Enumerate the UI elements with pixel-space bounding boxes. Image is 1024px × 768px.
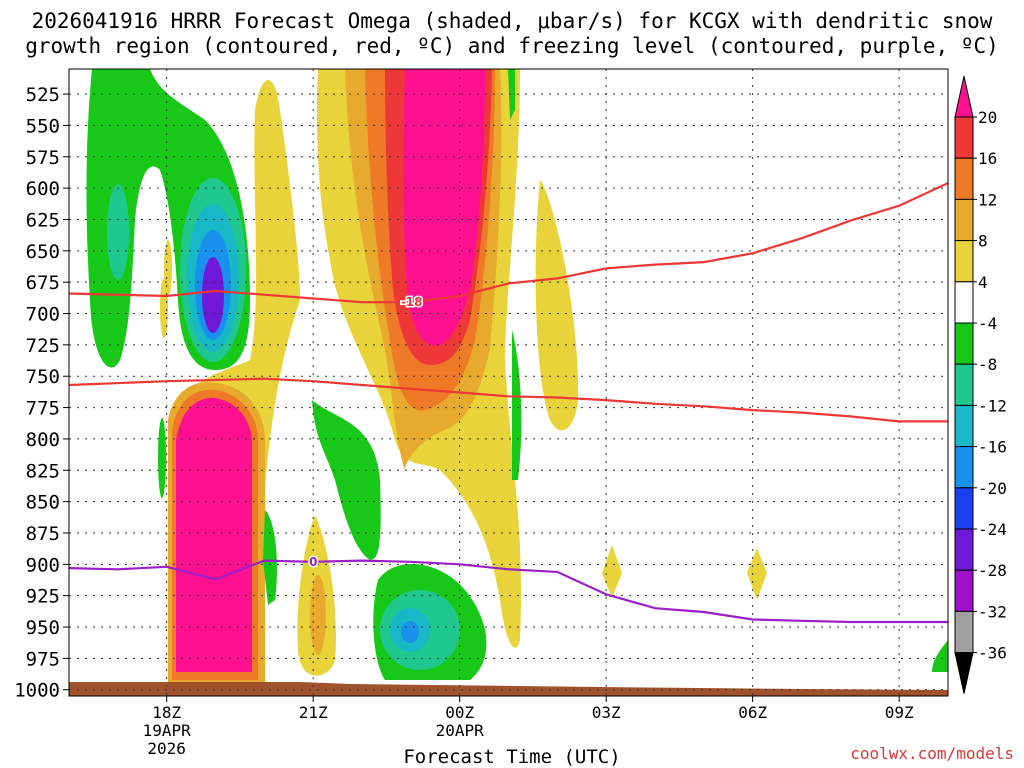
colorbar-label: 8 [978,232,988,251]
y-tick-label: 600 [26,178,60,200]
colorbar-cell [954,363,974,406]
omega-shade-region [310,575,326,655]
y-tick-label: 1000 [14,680,60,702]
y-tick-label: 850 [26,492,60,514]
y-tick-label: 525 [26,84,60,106]
colorbar-label: -16 [978,438,1007,457]
colorbar-cell [954,487,974,530]
omega-shade-region [202,257,224,333]
colorbar-label: -24 [978,520,1007,539]
colorbar-bottom-arrow [954,652,974,694]
colorbar-label: -32 [978,602,1007,621]
x-tick-label: 21Z [299,703,328,722]
omega-shade-region [602,545,622,598]
x-tick-sublabel: 2026 [147,739,186,758]
ground-surface [69,682,948,696]
x-tick-sublabel: 19APR [143,721,192,740]
colorbar-label: 4 [978,273,988,292]
colorbar-cell [954,281,974,324]
x-tick-label: 18Z [152,703,181,722]
colorbar-label: -28 [978,561,1007,580]
colorbar-label: -20 [978,479,1007,498]
colorbar-cell [954,528,974,571]
y-tick-label: 800 [26,429,60,451]
colorbar-cell [954,322,974,365]
y-tick-label: 875 [26,523,60,545]
colorbar-cell [954,116,974,159]
grid-lines [69,69,948,696]
omega-shade-region [535,180,579,431]
contour-label: -18 [401,295,423,309]
colorbar-top-arrow [954,75,974,118]
credit-text: coolwx.com/models [850,744,1014,763]
x-tick-label: 03Z [592,703,621,722]
temperature-contours: -18 0 [69,182,948,624]
colorbar-cell [954,240,974,283]
y-tick-label: 750 [26,366,60,388]
chart-title-line-1: 2026041916 HRRR Forecast Omega (shaded, … [31,9,993,33]
colorbar-cell [954,157,974,200]
x-tick-label: 00Z [445,703,474,722]
colorbar-cell [954,404,974,448]
omega-shade-region [176,397,252,672]
y-tick-label: 825 [26,460,60,482]
omega-shade-region [403,69,485,346]
y-tick-label: 575 [26,147,60,169]
colorbar: 20 16 12 8 4 -4 -8 -12 -16 -20 -24 -28 -32 -36 [954,75,1007,694]
colorbar-cell [954,610,974,654]
y-tick-label: 625 [26,209,60,231]
colorbar-label: -36 [978,644,1007,663]
x-axis-title: Forecast Time (UTC) [403,746,621,768]
x-tick-label: 06Z [738,703,767,722]
plot-frame [68,68,949,697]
y-tick-label: 700 [26,304,60,326]
colorbar-label: -4 [978,314,997,333]
omega-shading [69,69,948,696]
contour-0 [69,559,948,624]
colorbar-label: 20 [978,108,997,127]
omega-shade-region [158,418,166,498]
colorbar-cell [954,198,974,242]
pressure-axis: 525 550 575 600 625 650 675 700 725 750 775 800 825 8… [14,84,69,702]
contour-label: 0 [309,555,317,569]
omega-shade-region [508,69,515,120]
omega-shade-region [512,330,522,480]
omega-shade-region [160,278,168,338]
x-tick-sublabel: 20APR [436,721,485,740]
omega-shade-region [401,621,419,643]
colorbar-cell [954,446,974,489]
chart-title-line-2: growth region (contoured, red, ºC) and f… [25,34,999,58]
y-tick-label: 975 [26,648,60,670]
colorbar-cell [954,569,974,612]
y-tick-label: 950 [26,617,60,639]
y-tick-label: 775 [26,398,60,420]
omega-shade-region [312,400,381,560]
omega-shade-region [932,640,948,672]
y-tick-label: 550 [26,115,60,137]
y-tick-label: 675 [26,272,60,294]
y-tick-label: 925 [26,586,60,608]
y-tick-label: 725 [26,335,60,357]
colorbar-label: -8 [978,355,997,374]
omega-shade-region [263,510,277,605]
contour--18 [69,182,948,304]
y-tick-label: 900 [26,554,60,576]
contour--12 [69,377,948,423]
omega-shade-region [747,548,767,600]
colorbar-label: -12 [978,396,1007,415]
omega-shade-region [107,184,129,280]
colorbar-label: 12 [978,190,997,209]
y-tick-label: 650 [26,241,60,263]
x-tick-label: 09Z [885,703,914,722]
colorbar-label: 16 [978,149,997,168]
